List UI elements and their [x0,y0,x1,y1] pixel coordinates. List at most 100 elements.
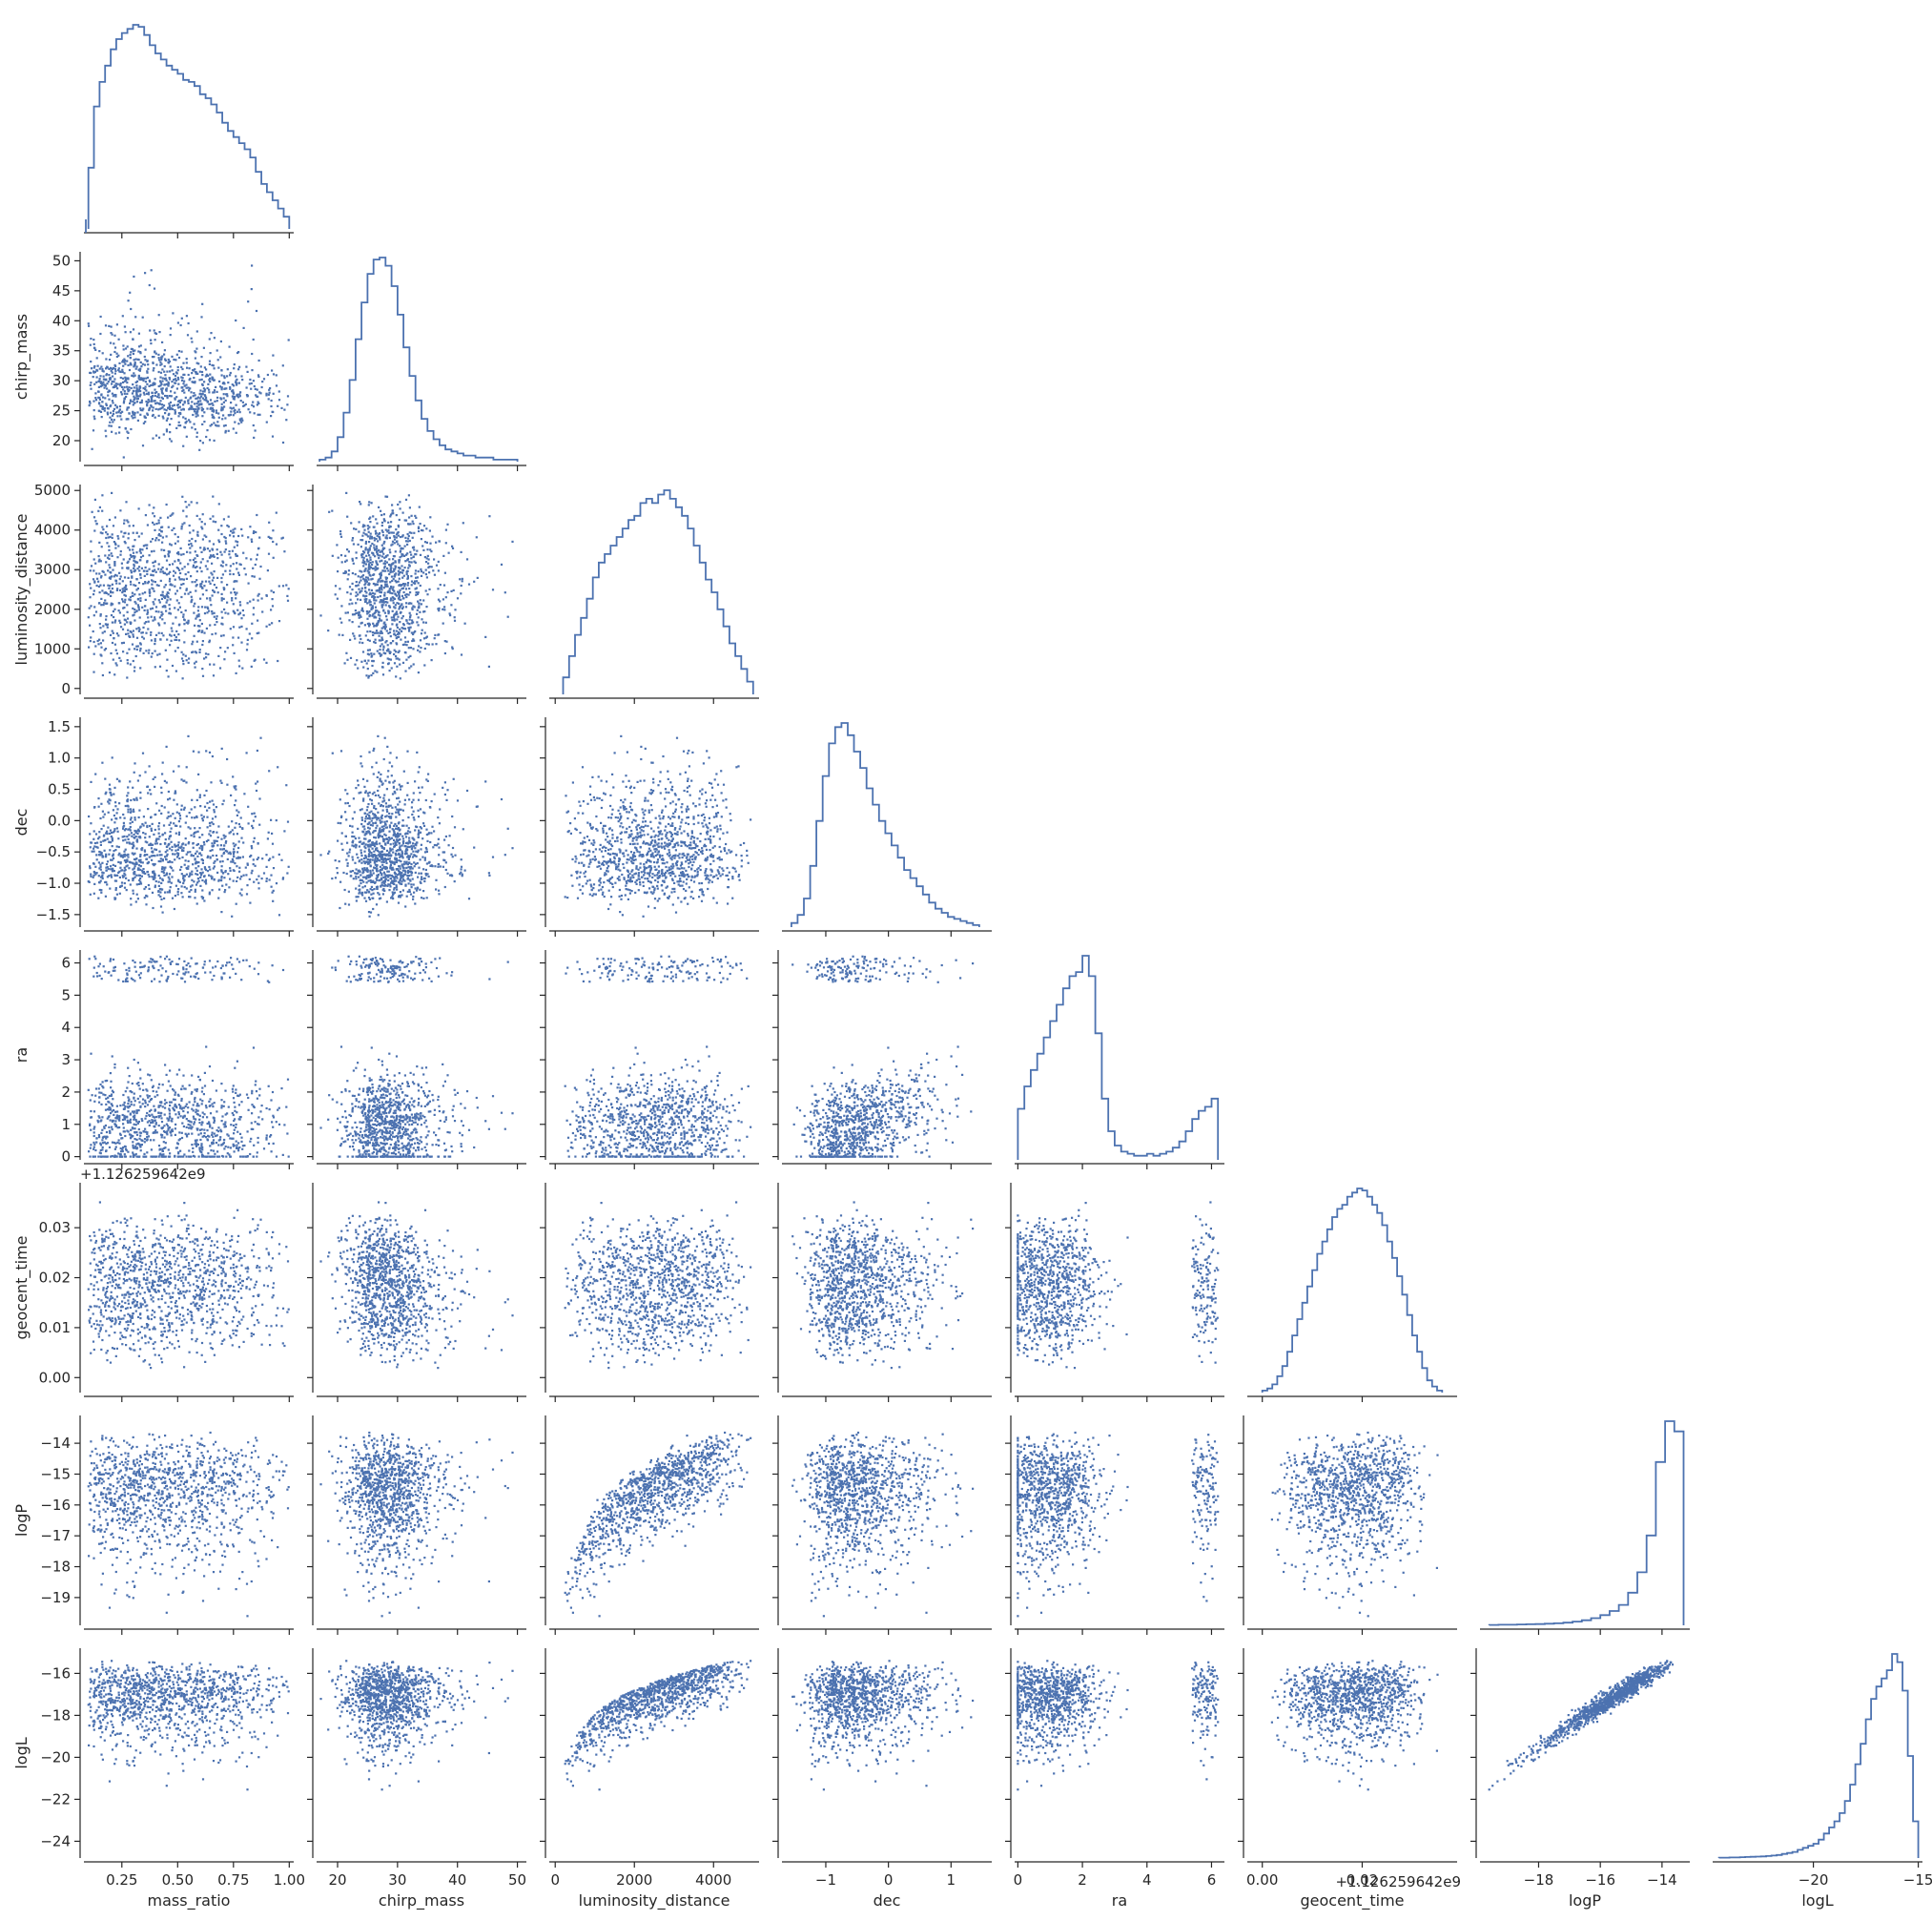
scatter-point [408,628,411,630]
scatter-point [357,611,360,614]
scatter-point [232,395,235,398]
scatter-point [401,594,404,597]
scatter-point [209,517,212,520]
scatter-point [175,824,178,827]
scatter-point [180,651,183,653]
scatter-point [389,570,392,574]
scatter-point [435,564,439,567]
scatter-point [384,604,387,607]
scatter-point [98,350,101,353]
scatter-point [265,865,268,868]
scatter-point [397,573,401,576]
scatter-point [176,890,179,893]
scatter-point [385,555,388,558]
scatter-point [463,869,466,872]
scatter-point [200,606,204,609]
scatter-point [349,638,352,641]
scatter-point [249,378,252,382]
scatter-point [252,405,256,408]
scatter-point [442,598,444,601]
scatter-point [348,619,351,622]
scatter-point [111,837,113,839]
scatter-point [144,854,147,857]
scatter-point [195,403,198,405]
scatter-point [113,874,116,877]
scatter-point [174,533,176,536]
scatter-point [115,827,118,830]
scatter-point [174,858,176,861]
scatter-point [429,516,432,519]
scatter-point [179,587,182,589]
scatter-point [364,542,367,545]
scatter-point [147,651,150,654]
scatter-point [277,399,281,402]
scatter-point [161,866,164,869]
scatter-point [105,374,108,377]
scatter-point [205,368,208,371]
scatter-point [408,888,411,892]
scatter-point [392,640,395,643]
scatter-point [418,602,421,605]
scatter-point [183,566,186,568]
scatter-point [107,811,110,814]
scatter-point [224,431,227,434]
scatter-point [406,869,409,872]
scatter-point [97,560,100,563]
scatter-point [386,657,389,660]
scatter-point [395,572,398,575]
scatter-point [368,547,371,549]
scatter-point [253,412,256,415]
scatter-point [372,582,375,586]
scatter-point [365,662,368,665]
scatter-point [138,388,141,391]
scatter-point [134,413,136,416]
scatter-point [227,526,230,528]
scatter-point [271,410,274,413]
scatter-point [368,554,371,557]
scatter-point [214,860,216,863]
scatter-point [153,565,155,568]
scatter-point [364,589,367,592]
scatter-point [122,402,125,404]
scatter-point [220,388,223,391]
scatter-point [114,649,117,651]
scatter-point [142,377,145,380]
scatter-point [123,372,126,375]
scatter-point [388,658,391,661]
scatter-point [220,747,223,750]
scatter-point [407,647,410,650]
scatter-point [123,358,126,361]
scatter-point [171,369,174,372]
scatter-point [172,563,175,566]
scatter-point [410,531,413,534]
scatter-point [139,413,142,416]
scatter-point [230,591,233,594]
scatter-point [367,571,370,574]
scatter-point [223,837,226,839]
scatter-point [154,775,156,778]
scatter-point [236,554,238,557]
scatter-point [175,635,177,638]
scatter-point [184,837,187,840]
scatter-point [412,555,415,559]
scatter-point [106,413,110,416]
scatter-point [174,378,176,381]
scatter-point [460,653,463,656]
scatter-point [340,815,343,817]
scatter-point [379,652,381,655]
scatter-point [275,374,277,377]
scatter-point [445,798,448,801]
scatter-point [245,386,248,389]
scatter-point [172,813,175,816]
scatter-point [392,531,395,534]
scatter-point [152,437,154,440]
scatter-point [119,509,122,512]
scatter-point [109,411,113,414]
scatter-point [170,840,173,843]
scatter-point [178,405,181,408]
scatter-point [241,827,244,830]
scatter-point [115,845,118,848]
scatter-point [187,402,190,404]
scatter-point [116,588,119,590]
scatter-point [362,556,365,559]
